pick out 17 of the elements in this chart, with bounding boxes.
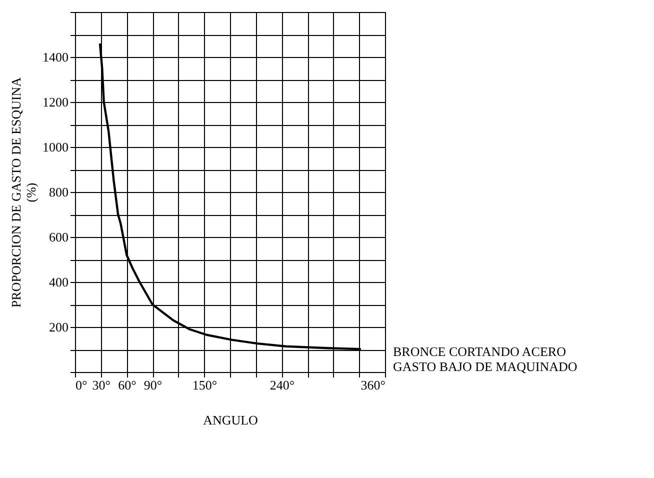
x-tick-label: 0° bbox=[76, 378, 88, 392]
y-axis-title: PROPORCION DE GASTO DE ESQUINA (%) bbox=[8, 76, 38, 308]
y-tick-label: 200 bbox=[49, 320, 68, 334]
x-tick-label: 240° bbox=[270, 378, 295, 392]
y-tick-label: 1400 bbox=[42, 50, 68, 64]
text: BRONCE CORTANDO ACERO GASTO BAJO DE MAQUINADO bbox=[393, 344, 578, 374]
x-tick-label: 60° bbox=[118, 378, 136, 392]
y-tick-label: 1000 bbox=[42, 140, 68, 154]
y-tick-label: 800 bbox=[49, 184, 68, 200]
x-axis-title: ANGULO bbox=[203, 412, 258, 428]
x-tick-label: 90° bbox=[144, 378, 162, 392]
y-tick-label: 400 bbox=[49, 274, 68, 290]
x-tick-label: 150° bbox=[192, 378, 218, 392]
x-tick-label: 360° bbox=[360, 378, 386, 392]
y-tick-label: 600 bbox=[49, 230, 68, 244]
x-tick-label: 30° bbox=[92, 378, 110, 392]
y-tick-label: 1200 bbox=[42, 94, 68, 110]
